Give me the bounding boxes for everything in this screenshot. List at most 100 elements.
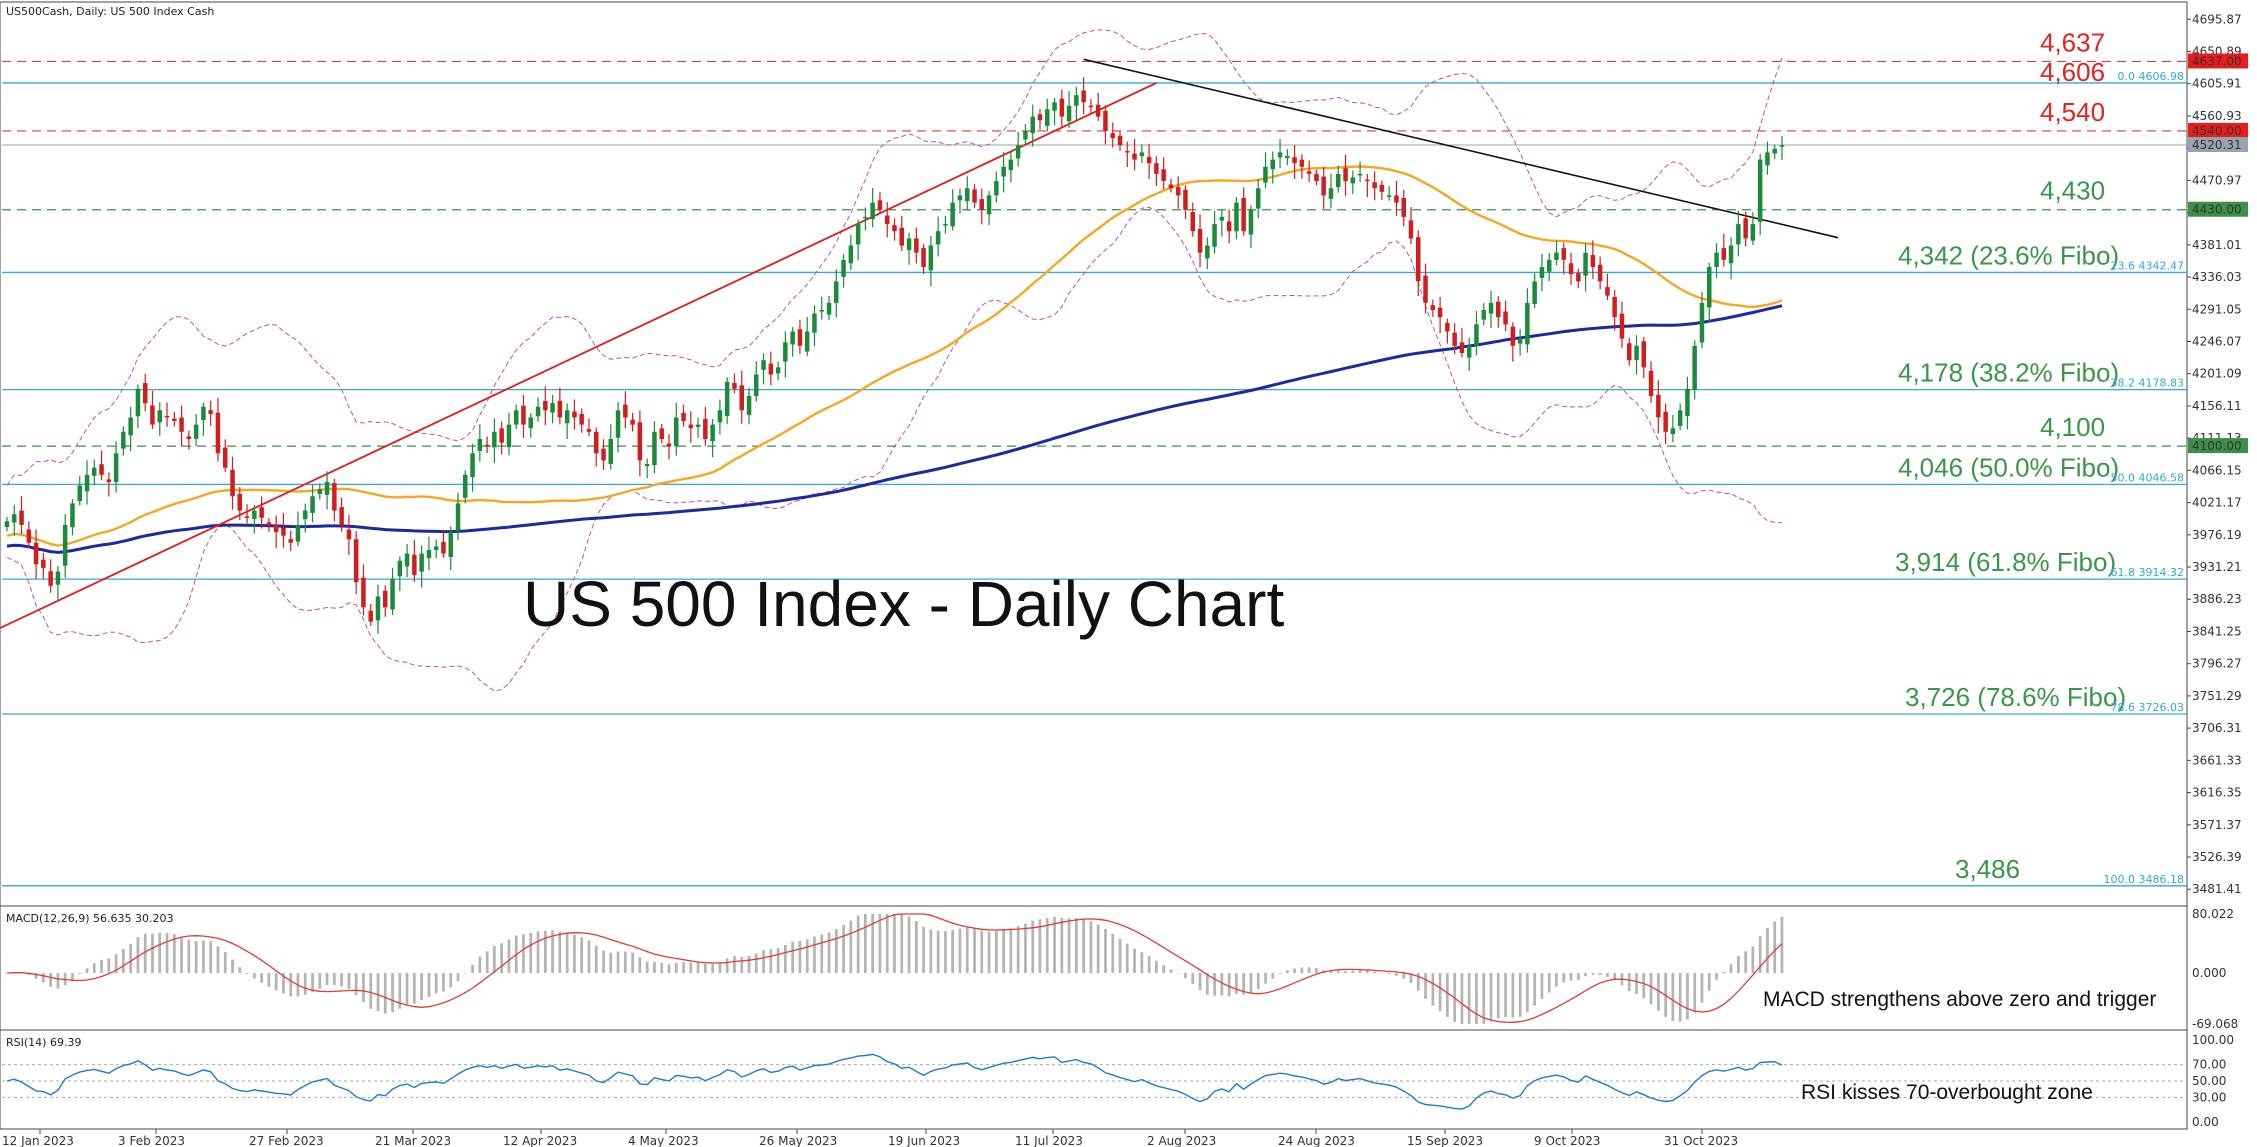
macd-histogram-bar [1169, 969, 1173, 973]
macd-histogram-bar [944, 931, 947, 974]
candle-body [303, 510, 308, 520]
fibo-level-label: 4,342 (23.6% Fibo) [1898, 240, 2119, 270]
candle-body [193, 424, 199, 439]
macd-histogram-bar [369, 973, 373, 1009]
candle-body [1728, 245, 1734, 264]
macd-histogram-bar [282, 973, 285, 994]
candle-body [732, 382, 737, 389]
macd-histogram-bar [995, 930, 998, 974]
macd-histogram-bar [609, 952, 613, 974]
candle-body [12, 514, 17, 523]
macd-histogram-bar [1286, 970, 1289, 973]
macd-histogram-bar [107, 958, 111, 974]
macd-histogram-bar [311, 973, 314, 992]
macd-histogram-bar [798, 940, 802, 973]
candle-body [1510, 326, 1516, 346]
candle-body [899, 227, 904, 246]
macd-histogram-bar [318, 973, 322, 989]
candle-body [1023, 130, 1028, 140]
macd-histogram-bar [915, 921, 918, 974]
candle-body [448, 532, 453, 557]
candle-body [1045, 109, 1050, 126]
candle-body [62, 524, 68, 566]
macd-histogram-bar [1722, 971, 1726, 974]
candle-body [419, 553, 424, 572]
macd-histogram-bar [1140, 952, 1144, 974]
time-tick-label: 11 Jul 2023 [1015, 1134, 1083, 1147]
macd-histogram-bar [776, 948, 780, 973]
candle-body [1590, 255, 1596, 267]
macd-histogram-bar [362, 973, 365, 1003]
time-tick-label: 15 Sep 2023 [1407, 1134, 1483, 1147]
macd-histogram-bar [1220, 973, 1224, 996]
macd-histogram-bar [463, 973, 467, 974]
macd-histogram-bar [1075, 918, 1078, 974]
candle-body [1612, 296, 1617, 318]
macd-histogram-bar [1235, 973, 1238, 994]
candle-body [819, 310, 824, 312]
macd-histogram-bar [1671, 973, 1675, 1021]
fibo-level-tag: 61.8 3914.32 [2111, 566, 2184, 579]
time-axis: 12 Jan 2023 3 Feb 2023 27 Feb 2023 21 Mar 2… [2, 1129, 1738, 1147]
macd-histogram-bar [1336, 970, 1340, 973]
macd-histogram-bar [122, 949, 125, 973]
macd-histogram-bar [92, 963, 96, 973]
time-tick-label: 31 Oct 2023 [1664, 1134, 1738, 1147]
candle-body [644, 464, 650, 467]
candle-body [1277, 152, 1283, 158]
macd-histogram-bar [660, 962, 664, 974]
macd-histogram-bar [274, 973, 278, 991]
candle-body [710, 424, 715, 442]
candle-body [717, 410, 723, 423]
price-tag-box [2188, 122, 2248, 138]
macd-histogram-bar [1278, 973, 1282, 974]
fibo-level-label: 3,726 (78.6% Fibo) [1905, 682, 2126, 712]
level-labels: 4,637 4,540 4,430 4,100 4,606 0.0 4606.98 4,34… [1895, 27, 2184, 885]
macd-histogram-bar [347, 973, 351, 989]
candle-body [70, 503, 75, 528]
macd-histogram-bar [638, 957, 642, 973]
candles [4, 77, 1785, 634]
candle-body [172, 418, 177, 421]
candle-body [775, 367, 781, 374]
candle-body [201, 406, 206, 420]
macd-histogram-bar [1344, 970, 1347, 974]
candle-body [455, 503, 461, 531]
candle-body [1539, 267, 1545, 278]
candle-body [1757, 159, 1763, 222]
uptrend-line [0, 82, 1157, 629]
candle-body [564, 410, 570, 424]
candle-body [128, 417, 133, 436]
macd-histogram-bar [1155, 960, 1158, 974]
macd-histogram-bar [1555, 973, 1558, 987]
macd-histogram-bar [747, 956, 751, 973]
macd-histogram-bar [500, 943, 503, 974]
candle-body [1408, 220, 1414, 239]
current-price-text: 4520.31 [2192, 138, 2242, 152]
candle-body [1401, 198, 1406, 217]
candle-body [470, 453, 475, 478]
candle-body [921, 248, 926, 267]
candle-body [601, 448, 606, 461]
candle-body [332, 483, 337, 511]
candle-body [790, 331, 795, 345]
candle-body [1554, 252, 1559, 260]
candle-body [1634, 345, 1639, 361]
candle-body [1306, 171, 1312, 174]
candle-body [33, 542, 39, 565]
macd-histogram-bar [1584, 973, 1587, 977]
macd-histogram-bar [536, 931, 540, 973]
macd-histogram-bar [973, 928, 976, 974]
macd-histogram-bar [653, 961, 656, 973]
bollinger-upper [6, 29, 1783, 486]
candle-body [84, 474, 90, 492]
macd-histogram-bar [209, 941, 212, 974]
candle-body [528, 417, 533, 429]
macd-histogram-bar [871, 914, 874, 973]
price-tick-label: 3751.29 [2192, 689, 2242, 703]
candle-body [1139, 152, 1145, 157]
candle-body [1736, 224, 1741, 245]
macd-histogram-bar [1264, 973, 1267, 984]
candle-body [1685, 388, 1690, 416]
price-tick-label: 3706.31 [2192, 721, 2242, 735]
